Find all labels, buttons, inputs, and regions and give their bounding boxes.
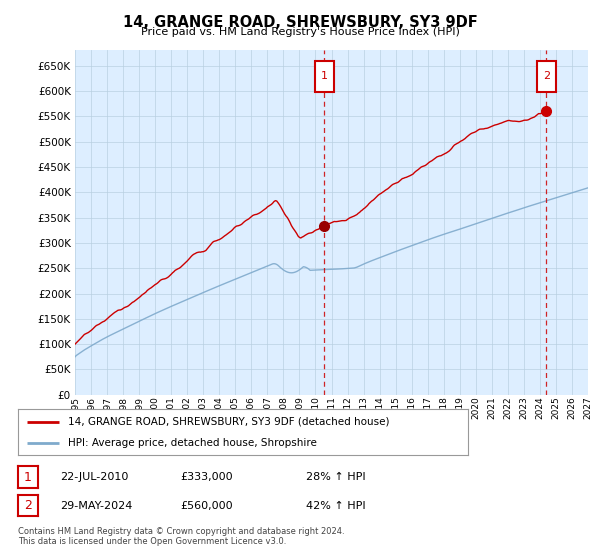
FancyBboxPatch shape: [314, 60, 334, 92]
Text: £333,000: £333,000: [180, 472, 233, 482]
Text: 22-JUL-2010: 22-JUL-2010: [60, 472, 128, 482]
Bar: [547, 50, 588, 395]
Text: £560,000: £560,000: [180, 501, 233, 511]
Text: HPI: Average price, detached house, Shropshire: HPI: Average price, detached house, Shro…: [67, 438, 316, 448]
FancyBboxPatch shape: [537, 60, 556, 92]
Text: 14, GRANGE ROAD, SHREWSBURY, SY3 9DF (detached house): 14, GRANGE ROAD, SHREWSBURY, SY3 9DF (de…: [67, 417, 389, 427]
Text: 29-MAY-2024: 29-MAY-2024: [60, 501, 133, 511]
Text: 14, GRANGE ROAD, SHREWSBURY, SY3 9DF: 14, GRANGE ROAD, SHREWSBURY, SY3 9DF: [122, 15, 478, 30]
Text: 1: 1: [321, 71, 328, 81]
Text: Contains HM Land Registry data © Crown copyright and database right 2024.
This d: Contains HM Land Registry data © Crown c…: [18, 526, 344, 546]
Text: 28% ↑ HPI: 28% ↑ HPI: [306, 472, 365, 482]
Text: 2: 2: [24, 499, 32, 512]
Text: Price paid vs. HM Land Registry's House Price Index (HPI): Price paid vs. HM Land Registry's House …: [140, 27, 460, 37]
Bar: [547, 50, 588, 395]
Text: 42% ↑ HPI: 42% ↑ HPI: [306, 501, 365, 511]
Text: 2: 2: [543, 71, 550, 81]
Text: 1: 1: [24, 470, 32, 484]
